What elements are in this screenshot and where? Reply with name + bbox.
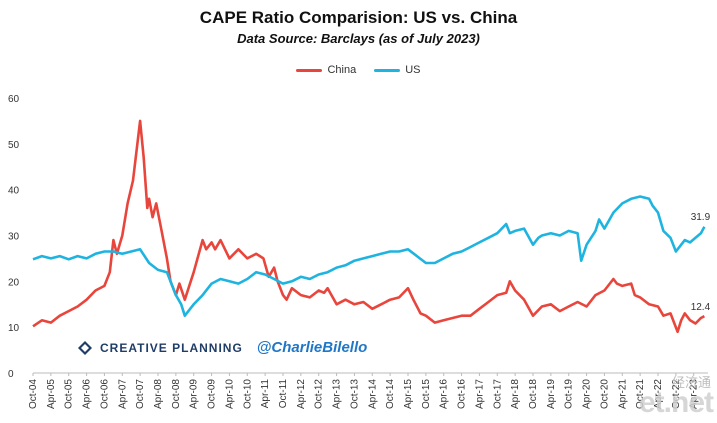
x-tick-label: Apr-22 <box>653 379 664 409</box>
x-tick-label: Oct-19 <box>564 379 575 409</box>
x-tick-label: Apr-20 <box>582 379 593 409</box>
y-tick-label: 10 <box>8 323 20 334</box>
chart-title: CAPE Ratio Comparision: US vs. China <box>199 8 518 27</box>
legend-swatch-us <box>374 68 401 72</box>
x-tick-label: Oct-05 <box>64 379 75 409</box>
creative-planning-logo-icon <box>78 340 92 355</box>
x-tick-label: Apr-18 <box>510 379 521 409</box>
x-tick-label: Apr-14 <box>367 379 378 409</box>
x-tick-label: Apr-08 <box>153 379 164 409</box>
x-tick-label: Apr-13 <box>332 379 343 409</box>
legend-label-us: US <box>405 64 421 76</box>
legend-label-china: China <box>327 64 357 76</box>
x-tick-label: Apr-05 <box>46 379 57 409</box>
brand-handle: @CharlieBilello <box>256 339 368 356</box>
x-tick-label: Oct-12 <box>314 379 325 409</box>
brand-footer: CREATIVE PLANNING @CharlieBilello <box>78 339 367 356</box>
x-tick-label: Oct-14 <box>385 379 396 409</box>
x-tick-label: Apr-10 <box>224 379 235 409</box>
series-line-us <box>32 195 706 317</box>
x-tick-label: Oct-20 <box>599 379 610 409</box>
x-tick-label: Apr-15 <box>403 379 414 409</box>
end-value-label-us: 31.9 <box>691 212 711 223</box>
x-tick-label: Oct-04 <box>28 379 39 409</box>
x-tick-label: Oct-16 <box>457 379 468 409</box>
x-tick-label: Oct-06 <box>99 379 110 409</box>
x-tick-label: Apr-19 <box>546 379 557 409</box>
series-line-china <box>32 119 705 334</box>
x-tick-label: Apr-21 <box>617 379 628 409</box>
legend-item-us: US <box>374 64 421 76</box>
legend-swatch-china <box>296 68 323 72</box>
x-tick-label: Oct-18 <box>528 379 539 409</box>
x-tick-label: Apr-23 <box>689 379 700 409</box>
x-tick-label: Apr-07 <box>117 379 128 409</box>
watermark-cn-text: 经济通 <box>671 376 711 391</box>
x-tick-label: Apr-16 <box>439 379 450 409</box>
x-tick-label: Oct-17 <box>492 379 503 409</box>
brand-company-name: CREATIVE PLANNING <box>100 340 243 355</box>
x-tick-label: Oct-11 <box>278 379 289 409</box>
y-tick-label: 20 <box>8 277 20 288</box>
chart-legend: China US <box>0 64 717 76</box>
x-tick-label: Oct-10 <box>242 379 253 409</box>
x-tick-label: Apr-12 <box>296 379 307 409</box>
y-tick-label: 30 <box>8 232 20 243</box>
x-tick-label: Oct-13 <box>349 379 360 409</box>
y-tick-label: 50 <box>8 140 20 151</box>
x-tick-label: Apr-17 <box>474 379 485 409</box>
x-tick-label: Oct-15 <box>421 379 432 409</box>
end-value-label-china: 12.4 <box>691 302 711 313</box>
y-tick-label: 0 <box>8 369 14 380</box>
x-tick-label: Apr-09 <box>189 379 200 409</box>
x-tick-label: Oct-09 <box>207 379 218 409</box>
x-tick-label: Oct-08 <box>171 379 182 409</box>
x-tick-label: Oct-07 <box>135 379 146 409</box>
watermark-logo: et.net <box>638 386 714 419</box>
x-tick-label: Apr-06 <box>82 379 93 409</box>
x-tick-label: Apr-11 <box>260 379 271 409</box>
x-tick-label: Oct-22 <box>671 379 682 409</box>
legend-item-china: China <box>296 64 356 76</box>
y-tick-label: 40 <box>8 186 20 197</box>
chart-subtitle: Data Source: Barclays (as of July 2023) <box>237 31 480 46</box>
x-tick-label: Oct-21 <box>635 379 646 409</box>
y-tick-label: 60 <box>8 94 20 105</box>
